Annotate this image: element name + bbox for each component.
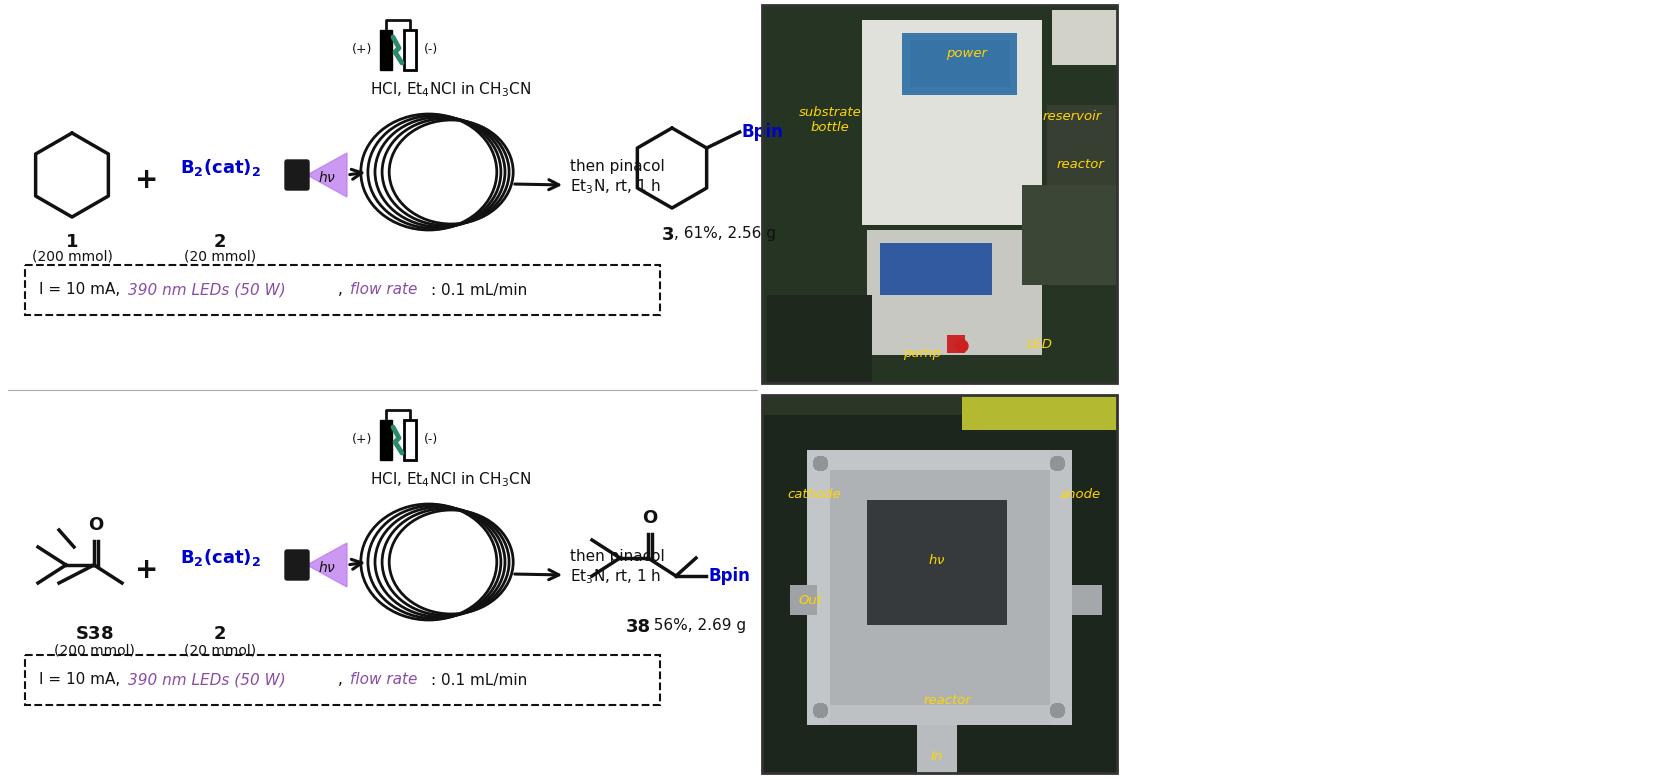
Bar xyxy=(404,420,416,460)
Text: (-): (-) xyxy=(424,44,439,56)
FancyBboxPatch shape xyxy=(284,550,309,580)
Text: $\mathbf{B_2(cat)_2}$: $\mathbf{B_2(cat)_2}$ xyxy=(180,547,261,568)
Text: 3: 3 xyxy=(662,226,675,244)
Text: 390 nm LEDs (50 W): 390 nm LEDs (50 W) xyxy=(128,282,286,297)
Text: (200 mmol): (200 mmol) xyxy=(32,250,113,264)
Text: Bpin: Bpin xyxy=(708,567,750,585)
Text: ,: , xyxy=(338,672,348,687)
Text: (20 mmol): (20 mmol) xyxy=(185,250,256,264)
Text: power: power xyxy=(946,47,988,59)
Text: Bpin: Bpin xyxy=(742,123,783,141)
Text: In: In xyxy=(931,750,943,764)
Text: anode: anode xyxy=(1059,488,1101,502)
Text: HCl, Et$_4$NCl in CH$_3$CN: HCl, Et$_4$NCl in CH$_3$CN xyxy=(369,80,530,99)
Text: 2: 2 xyxy=(215,233,226,251)
Bar xyxy=(404,30,416,70)
Text: : 0.1 mL/min: : 0.1 mL/min xyxy=(431,282,527,297)
Text: $\mathbf{S38}$: $\mathbf{S38}$ xyxy=(75,625,113,643)
Text: pump: pump xyxy=(903,346,941,360)
Text: I = 10 mA,: I = 10 mA, xyxy=(38,672,125,687)
Text: flow rate: flow rate xyxy=(349,672,417,687)
Text: : 0.1 mL/min: : 0.1 mL/min xyxy=(431,672,527,687)
Text: (20 mmol): (20 mmol) xyxy=(185,643,256,657)
Text: O: O xyxy=(642,509,657,527)
Text: then pinacol: then pinacol xyxy=(570,549,665,565)
Bar xyxy=(381,30,392,70)
Text: 38: 38 xyxy=(625,618,652,636)
Text: $h\nu$: $h\nu$ xyxy=(318,171,336,186)
Text: +: + xyxy=(135,166,158,194)
Bar xyxy=(381,420,392,460)
Text: , 56%, 2.69 g: , 56%, 2.69 g xyxy=(644,618,747,633)
Bar xyxy=(762,395,1118,773)
Text: I = 10 mA,: I = 10 mA, xyxy=(38,282,125,297)
Circle shape xyxy=(956,340,968,352)
Text: $h\nu$: $h\nu$ xyxy=(318,561,336,576)
Text: (+): (+) xyxy=(351,434,373,446)
Text: $h\nu$: $h\nu$ xyxy=(928,553,946,567)
Text: (-): (-) xyxy=(424,434,439,446)
Text: , 61%, 2.56 g: , 61%, 2.56 g xyxy=(674,226,777,241)
Text: reactor: reactor xyxy=(1056,158,1104,172)
Polygon shape xyxy=(308,153,348,197)
Text: (+): (+) xyxy=(351,44,373,56)
Text: Out: Out xyxy=(798,594,822,607)
Text: 2: 2 xyxy=(215,625,226,643)
Text: 1: 1 xyxy=(67,233,78,251)
Text: cathode: cathode xyxy=(787,488,841,502)
Text: Et$_3$N, rt, 1 h: Et$_3$N, rt, 1 h xyxy=(570,568,660,587)
Text: LED: LED xyxy=(1028,339,1053,352)
Text: substrate
bottle: substrate bottle xyxy=(798,106,861,134)
Bar xyxy=(762,5,1118,383)
Text: flow rate: flow rate xyxy=(349,282,417,297)
Text: (200 mmol): (200 mmol) xyxy=(53,643,135,657)
Text: HCl, Et$_4$NCl in CH$_3$CN: HCl, Et$_4$NCl in CH$_3$CN xyxy=(369,470,530,489)
Text: +: + xyxy=(135,556,158,584)
Text: reactor: reactor xyxy=(923,693,971,707)
FancyBboxPatch shape xyxy=(284,160,309,190)
Text: then pinacol: then pinacol xyxy=(570,159,665,175)
Text: $\mathbf{B_2(cat)_2}$: $\mathbf{B_2(cat)_2}$ xyxy=(180,157,261,178)
Text: Et$_3$N, rt, 1 h: Et$_3$N, rt, 1 h xyxy=(570,178,660,197)
Text: O: O xyxy=(88,516,103,534)
Text: ,: , xyxy=(338,282,348,297)
Text: 390 nm LEDs (50 W): 390 nm LEDs (50 W) xyxy=(128,672,286,687)
Polygon shape xyxy=(308,543,348,587)
Text: reservoir: reservoir xyxy=(1043,111,1101,123)
